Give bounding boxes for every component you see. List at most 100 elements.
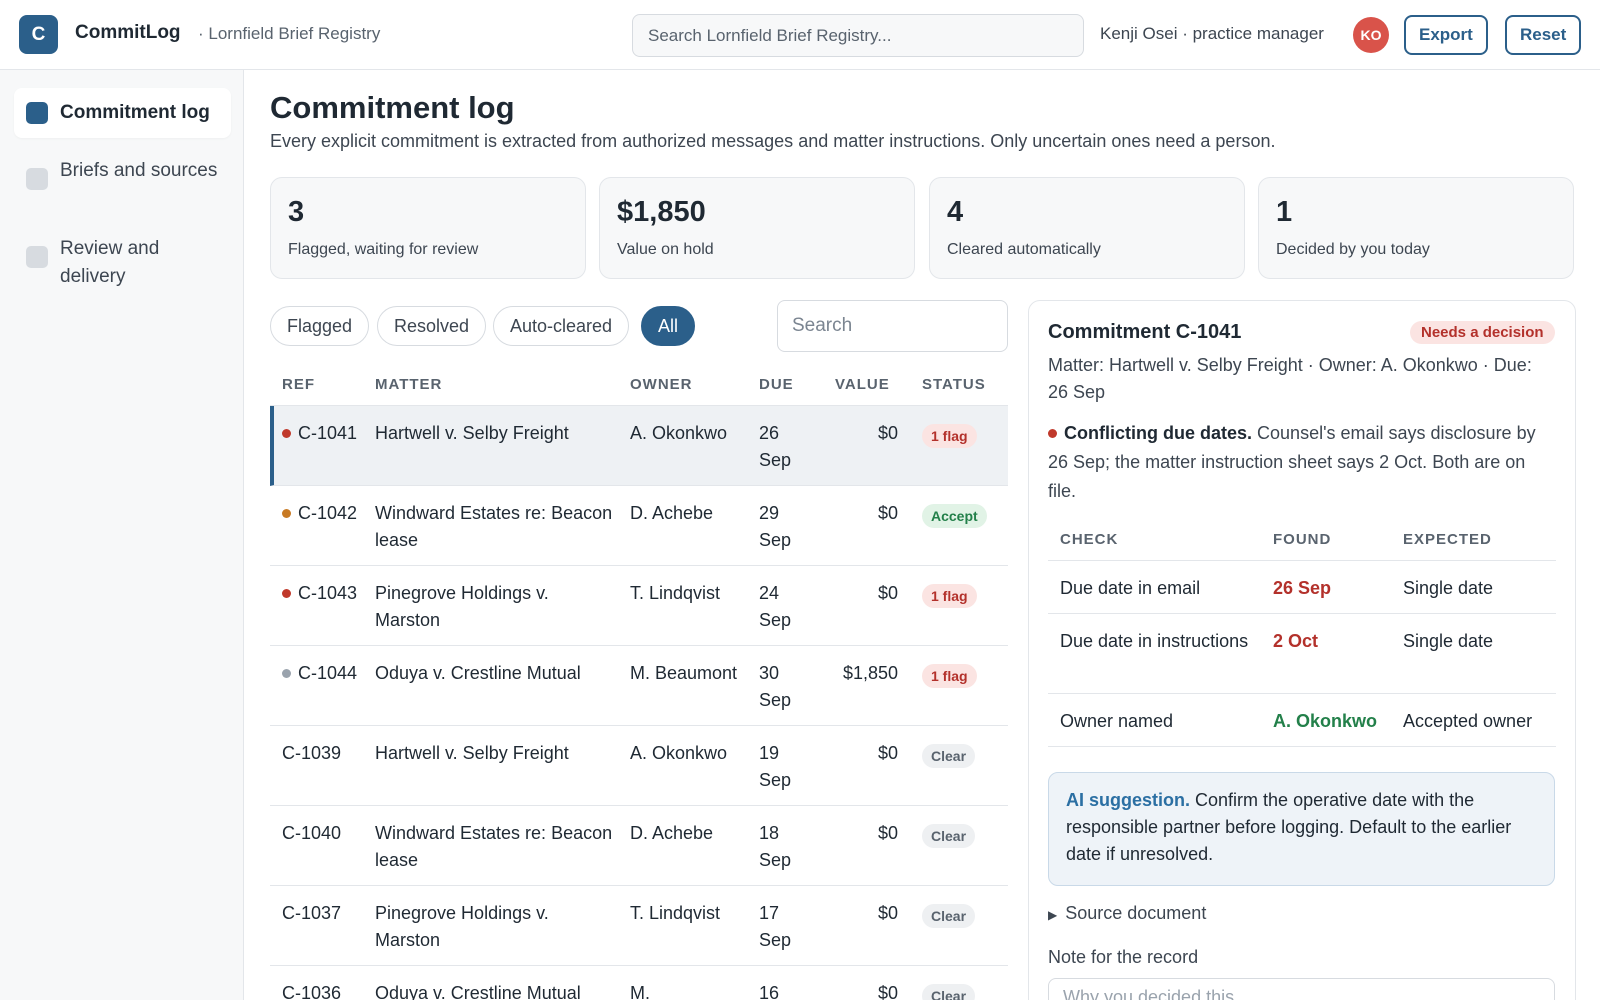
review-icon [26, 246, 48, 268]
table-row[interactable]: C-1042 Windward Estates re: Beacon lease D… [270, 486, 1008, 566]
disclosure-triangle-icon: ▶ [1048, 908, 1058, 922]
stat-value: $1,850 [617, 196, 706, 228]
row-matter: Windward Estates re: Beacon lease [375, 503, 613, 550]
checks-column-expected: EXPECTED [1403, 531, 1492, 548]
filter-chip-all[interactable]: All [641, 306, 696, 346]
table-body: C-1041 Hartwell v. Selby Freight A. Okonkw… [270, 406, 1008, 1000]
row-due: 29 Sep [759, 503, 792, 550]
row-ref: C-1036 [282, 980, 362, 1000]
row-status: 1 flag [922, 422, 977, 449]
column-header-status[interactable]: STATUS [922, 376, 986, 393]
stat-label: Value on hold [617, 241, 714, 258]
row-status: Clear [922, 982, 976, 1000]
app-logo: C [19, 15, 58, 54]
sidebar-item-commitment-log[interactable]: Commitment log [14, 88, 231, 138]
column-header-matter[interactable]: MATTER [375, 376, 443, 393]
flag-dot-icon [1048, 428, 1057, 438]
row-value: $0 [877, 503, 898, 523]
row-status: 1 flag [922, 582, 977, 609]
stat-value: 1 [1276, 196, 1293, 228]
row-value: $0 [877, 983, 898, 1000]
row-due: 16 [759, 983, 780, 1000]
note-field[interactable] [1048, 978, 1555, 1000]
status-badge: Clear [922, 984, 976, 1000]
table-row[interactable]: C-1041 Hartwell v. Selby Freight A. Okonkw… [270, 406, 1008, 486]
ai-suggestion-text: Confirm the operative date with the resp… [1066, 790, 1512, 864]
row-ref-text: C-1042 [298, 503, 358, 523]
filter-chip-resolved[interactable]: Resolved [377, 306, 487, 346]
row-ref-text: C-1043 [298, 583, 358, 603]
global-search-input[interactable] [632, 14, 1084, 57]
check-row: Due date in email 26 Sep Single date [1048, 561, 1556, 614]
row-matter: Pinegrove Holdings v. Marston [375, 903, 549, 950]
row-owner: M. [630, 983, 650, 1000]
row-ref-text: C-1037 [282, 903, 342, 923]
check-row: Owner named A. Okonkwo Accepted owner [1048, 694, 1556, 747]
column-header-ref[interactable]: REF [282, 376, 315, 393]
status-dot-icon [282, 588, 291, 598]
source-document-label: Source document [1065, 903, 1207, 923]
status-badge: 1 flag [922, 664, 977, 688]
issue-lead: Conflicting due dates. [1064, 423, 1253, 443]
table-row[interactable]: C-1036 Oduya v. Crestline Mutual M. 16 $0 Cle… [270, 966, 1008, 1000]
sidebar-item-review-and-delivery[interactable]: Review and delivery [14, 224, 231, 302]
table-row[interactable]: C-1037 Pinegrove Holdings v. Marston T. Li… [270, 886, 1008, 966]
status-badge: Clear [922, 824, 976, 848]
stat-card-cleared: 4 Cleared automatically [929, 177, 1245, 279]
row-ref: C-1037 [282, 900, 362, 927]
row-owner: A. Okonkwo [630, 743, 728, 763]
stat-value: 4 [947, 196, 964, 228]
row-ref: C-1043 [282, 580, 362, 607]
checks-table: CHECK FOUND EXPECTED Due date in email 26… [1048, 519, 1556, 747]
table-row[interactable]: C-1040 Windward Estates re: Beacon lease D… [270, 806, 1008, 886]
row-ref: C-1044 [282, 660, 362, 687]
check-name: Due date in instructions [1060, 631, 1249, 651]
detail-meta: Matter: Hartwell v. Selby Freight · Owne… [1048, 355, 1532, 402]
issue-summary: Conflicting due dates. Counsel's email s… [1048, 419, 1558, 506]
list-search-input[interactable] [777, 300, 1008, 352]
row-due: 17 Sep [759, 903, 792, 950]
column-header-owner[interactable]: OWNER [630, 376, 693, 393]
column-header-value[interactable]: VALUE [835, 376, 890, 393]
stat-label: Decided by you today [1276, 241, 1430, 258]
filter-chip-flagged[interactable]: Flagged [270, 306, 370, 346]
row-value: $0 [877, 743, 898, 763]
stat-card-decided-today: 1 Decided by you today [1258, 177, 1574, 279]
row-status: Clear [922, 822, 976, 849]
table-row[interactable]: C-1043 Pinegrove Holdings v. Marston T. Li… [270, 566, 1008, 646]
table-row[interactable]: C-1044 Oduya v. Crestline Mutual M. Beaumo… [270, 646, 1008, 726]
status-badge: 1 flag [922, 424, 977, 448]
table-row[interactable]: C-1039 Hartwell v. Selby Freight A. Okonkw… [270, 726, 1008, 806]
status-badge: Accept [922, 504, 987, 528]
row-ref-text: C-1041 [298, 423, 358, 443]
row-owner: M. Beaumont [630, 663, 738, 683]
stat-value: 3 [288, 196, 305, 228]
check-found: 2 Oct [1273, 631, 1319, 651]
reset-button[interactable]: Reset [1505, 15, 1582, 55]
status-dot-icon [282, 428, 291, 438]
row-matter: Hartwell v. Selby Freight [375, 743, 569, 763]
row-owner: D. Achebe [630, 503, 714, 523]
row-ref: C-1039 [282, 740, 362, 767]
page-description: Every explicit commitment is extracted f… [270, 131, 1276, 151]
row-due: 19 Sep [759, 743, 792, 790]
export-button[interactable]: Export [1404, 15, 1488, 55]
sidebar-item-briefs-and-sources[interactable]: Briefs and sources [14, 146, 231, 196]
filter-chip-auto-cleared[interactable]: Auto-cleared [493, 306, 630, 346]
check-name: Due date in email [1060, 578, 1201, 598]
row-due: 30 Sep [759, 663, 792, 710]
avatar[interactable]: KO [1353, 17, 1389, 53]
stat-card-flagged: 3 Flagged, waiting for review [270, 177, 586, 279]
row-status: Accept [922, 502, 987, 529]
sidebar-item-label: Review and delivery [60, 238, 160, 287]
column-header-due[interactable]: DUE [759, 376, 794, 393]
commitment-detail-panel: Commitment C-1041 Needs a decision Matte… [1028, 300, 1576, 1000]
status-dot-icon [282, 508, 291, 518]
row-owner: T. Lindqvist [630, 583, 721, 603]
source-document-toggle[interactable]: ▶ Source document [1048, 903, 1206, 924]
workspace-name: · Lornfield Brief Registry [198, 24, 381, 43]
status-badge: Clear [922, 904, 976, 928]
check-expected: Single date [1403, 631, 1494, 651]
checks-body: Due date in email 26 Sep Single date Due da… [1048, 561, 1556, 747]
stat-label: Flagged, waiting for review [288, 241, 479, 258]
